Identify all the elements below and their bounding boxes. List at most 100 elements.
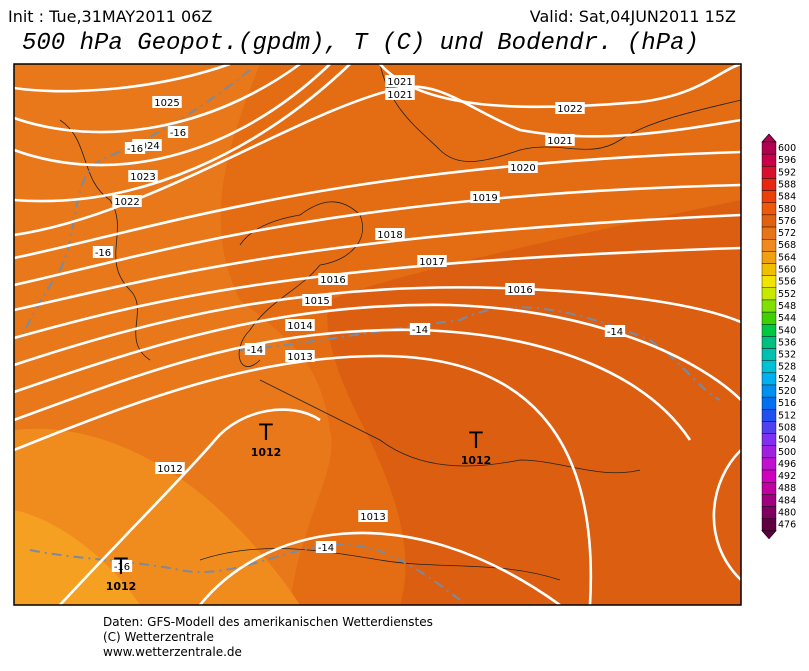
label-box	[92, 246, 114, 258]
isobar-label: 1012	[157, 464, 182, 475]
legend-swatch	[761, 263, 777, 276]
legend-swatch	[761, 409, 777, 422]
isobar-label: 1016	[320, 275, 345, 286]
legend-label: 528	[778, 362, 796, 373]
legend-label: 588	[778, 179, 796, 190]
legend-swatch	[761, 469, 777, 483]
temperature-label: -16	[95, 248, 111, 259]
label-box	[155, 462, 185, 474]
legend-swatch	[761, 238, 777, 252]
legend-swatch	[761, 518, 777, 532]
isobar-label: 1022	[114, 197, 139, 208]
legend-label: 500	[778, 447, 796, 458]
isobars	[13, 62, 742, 607]
init-time: Init : Tue,31MAY2011 06Z	[8, 7, 212, 26]
label-box	[470, 191, 500, 203]
legend-label: 552	[778, 289, 796, 300]
label-box	[285, 350, 315, 362]
legend-swatch	[761, 311, 777, 325]
legend-swatch	[761, 506, 777, 519]
legend-label: 572	[778, 228, 796, 239]
isobar-label: 1025	[154, 98, 179, 109]
label-box	[604, 325, 626, 337]
legend-swatch	[761, 445, 777, 459]
legend-label: 556	[778, 277, 796, 288]
legend-swatch	[761, 360, 777, 374]
legend-swatch	[761, 251, 777, 264]
legend-swatch	[761, 482, 777, 495]
label-box	[545, 134, 575, 146]
temperature-label: -14	[412, 325, 428, 336]
legend-label: 592	[778, 167, 796, 178]
label-box	[417, 255, 447, 267]
legend-swatch	[761, 396, 777, 410]
isobar-label: 1015	[304, 296, 329, 307]
legend-label: 536	[778, 337, 796, 348]
legend-label: 508	[778, 422, 796, 433]
isobar-label: 1018	[377, 230, 402, 241]
legend-swatch	[761, 214, 777, 228]
legend-cap	[761, 133, 777, 143]
region-darker	[327, 200, 741, 605]
label-box	[152, 96, 182, 108]
isobar-label: 1021	[387, 77, 412, 88]
temperature-lines	[19, 69, 721, 601]
legend-swatch	[761, 275, 777, 288]
temperature-label: -14	[607, 327, 623, 338]
valid-time: Valid: Sat,04JUN2011 15Z	[530, 7, 736, 26]
low-symbol: T	[113, 555, 128, 580]
legend-cap	[761, 530, 777, 540]
isobar-label: 1022	[557, 104, 582, 115]
label-box	[315, 541, 337, 553]
legend-swatch	[761, 202, 777, 216]
legend: 6005965925885845805765725685645605565525…	[761, 133, 796, 540]
legend-label: 520	[778, 386, 796, 397]
label-box	[128, 170, 158, 182]
footer-line: Daten: GFS-Modell des amerikanischen Wet…	[103, 615, 433, 629]
legend-swatch	[761, 372, 777, 386]
legend-swatch	[761, 494, 777, 507]
legend-swatch	[761, 166, 777, 179]
legend-label: 584	[778, 192, 796, 203]
footer-line: www.wetterzentrale.de	[103, 645, 242, 659]
legend-swatch	[761, 384, 777, 398]
isobar-label: 1013	[360, 512, 385, 523]
label-box	[505, 283, 535, 295]
legend-swatch	[761, 348, 777, 361]
legend-swatch	[761, 190, 777, 203]
legend-label: 516	[778, 398, 796, 409]
label-box	[302, 294, 332, 306]
legend-swatch	[761, 287, 777, 301]
legend-swatch	[761, 178, 777, 191]
legend-label: 548	[778, 301, 796, 312]
isobar-label: 1023	[130, 172, 155, 183]
legend-label: 576	[778, 216, 796, 227]
label-box	[244, 343, 266, 355]
label-box	[555, 102, 585, 114]
temperature-label: -14	[247, 345, 263, 356]
legend-label: 476	[778, 520, 796, 531]
low-pressure: 1012	[106, 580, 137, 593]
legend-label: 524	[778, 374, 796, 385]
legend-swatch	[761, 141, 777, 155]
legend-swatch	[761, 153, 777, 167]
legend-label: 580	[778, 204, 796, 215]
isobar-label: 1013	[287, 352, 312, 363]
label-box	[385, 75, 415, 87]
isobar-label: 1019	[472, 193, 497, 204]
low-symbol: T	[468, 429, 483, 454]
label-box	[508, 161, 538, 173]
isobar-label: 1020	[510, 163, 535, 174]
isobar-label: 1021	[547, 136, 572, 147]
legend-swatch	[761, 421, 777, 434]
label-box	[375, 228, 405, 240]
legend-label: 596	[778, 155, 796, 166]
isobar-label: 1021	[387, 90, 412, 101]
legend-swatch	[761, 457, 777, 471]
legend-swatch	[761, 336, 777, 349]
map-frame	[13, 63, 742, 606]
temperature-label: -16	[127, 144, 143, 155]
label-box	[111, 560, 133, 572]
coastlines	[59, 63, 742, 581]
label-box	[167, 126, 189, 138]
